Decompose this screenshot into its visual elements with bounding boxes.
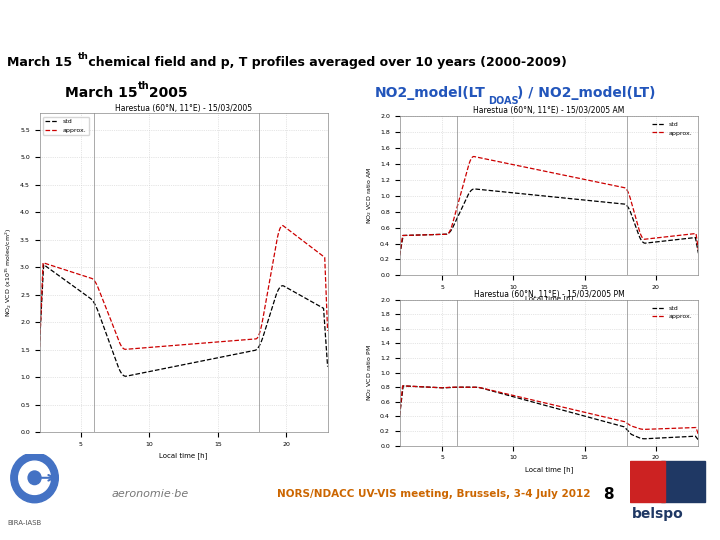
- approx.: [278, 222, 287, 229]
- approx.: [694, 431, 703, 438]
- Text: chemical field and p, T profiles averaged over 10 years (2000-2009): chemical field and p, T profiles average…: [84, 56, 567, 69]
- Legend: std, approx.: std, approx.: [42, 117, 89, 136]
- approx.: [539, 168, 548, 174]
- std: [641, 240, 649, 246]
- Y-axis label: NO$_2$ VCD ratio AM: NO$_2$ VCD ratio AM: [366, 167, 374, 225]
- std: [323, 363, 332, 370]
- approx.: [539, 400, 548, 406]
- Text: NO2_model(LT: NO2_model(LT: [374, 86, 485, 100]
- X-axis label: Local time [h]: Local time [h]: [525, 466, 573, 472]
- Text: March 15: March 15: [65, 86, 138, 100]
- approx.: [469, 153, 478, 160]
- Title: Harestua (60°N, 11°E) - 15/03/2005: Harestua (60°N, 11°E) - 15/03/2005: [115, 104, 252, 113]
- approx.: [641, 236, 649, 242]
- X-axis label: Local time [h]: Local time [h]: [525, 296, 573, 302]
- Title: Harestua (60°N, 11°E) - 15/03/2005 AM: Harestua (60°N, 11°E) - 15/03/2005 AM: [473, 106, 625, 116]
- std: [174, 363, 182, 369]
- std: [688, 235, 696, 241]
- std: [399, 383, 408, 389]
- std: [272, 290, 281, 296]
- std: [538, 192, 546, 199]
- approx.: [557, 404, 566, 410]
- Bar: [662, 461, 704, 502]
- Y-axis label: NO$_2$ VCD (x10$^{15}$ molec/cm$^2$): NO$_2$ VCD (x10$^{15}$ molec/cm$^2$): [4, 228, 14, 318]
- std: [208, 356, 217, 362]
- approx.: [398, 383, 407, 389]
- Text: th: th: [78, 52, 89, 61]
- std: [557, 407, 566, 413]
- Text: ) / NO2_model(LT): ) / NO2_model(LT): [517, 86, 655, 100]
- std: [539, 193, 548, 199]
- Text: Sensitivity tests (2): Sensitivity tests (2): [205, 11, 515, 39]
- Line: std: std: [40, 265, 328, 376]
- Text: DOAS: DOAS: [488, 97, 519, 106]
- approx.: [694, 247, 703, 253]
- approx.: [395, 252, 404, 259]
- std: [694, 437, 703, 443]
- std: [121, 373, 130, 380]
- approx.: [318, 252, 326, 259]
- approx.: [538, 399, 546, 406]
- Text: belspo: belspo: [631, 507, 683, 521]
- Legend: std, approx.: std, approx.: [649, 303, 696, 322]
- approx.: [395, 413, 404, 419]
- Line: std: std: [400, 386, 698, 440]
- approx.: [35, 344, 44, 350]
- Title: Harestua (60°N, 11°E) - 15/03/2005 PM: Harestua (60°N, 11°E) - 15/03/2005 PM: [474, 290, 624, 299]
- std: [192, 359, 201, 366]
- Bar: [630, 461, 665, 502]
- std: [395, 413, 404, 419]
- Circle shape: [11, 453, 58, 503]
- approx.: [538, 167, 546, 174]
- std: [175, 362, 184, 369]
- std: [539, 402, 548, 408]
- std: [35, 339, 44, 345]
- approx.: [174, 342, 183, 348]
- Text: 8: 8: [603, 487, 613, 502]
- approx.: [121, 346, 130, 353]
- Line: approx.: approx.: [40, 226, 328, 349]
- approx.: [688, 424, 696, 431]
- std: [538, 401, 546, 408]
- std: [641, 436, 649, 442]
- approx.: [557, 172, 566, 178]
- std: [470, 186, 479, 192]
- Text: th: th: [138, 80, 150, 91]
- Line: std: std: [400, 189, 698, 255]
- std: [574, 411, 582, 417]
- X-axis label: Local time [h]: Local time [h]: [159, 453, 208, 459]
- approx.: [574, 408, 582, 414]
- approx.: [207, 339, 216, 346]
- approx.: [272, 240, 281, 247]
- Text: aeronomie·be: aeronomie·be: [112, 489, 189, 499]
- Legend: std, approx.: std, approx.: [649, 119, 696, 138]
- approx.: [192, 340, 200, 347]
- std: [574, 196, 582, 202]
- std: [395, 252, 404, 259]
- Text: March 15: March 15: [7, 56, 72, 69]
- std: [694, 250, 703, 256]
- approx.: [641, 426, 649, 433]
- Line: approx.: approx.: [400, 157, 698, 255]
- std: [557, 194, 566, 201]
- approx.: [688, 231, 696, 237]
- approx.: [173, 342, 181, 348]
- std: [40, 261, 48, 268]
- approx.: [323, 328, 332, 334]
- Circle shape: [28, 471, 41, 484]
- Line: approx.: approx.: [400, 386, 698, 435]
- approx.: [574, 175, 582, 181]
- Text: NORS/NDACC UV-VIS meeting, Brussels, 3-4 July 2012: NORS/NDACC UV-VIS meeting, Brussels, 3-4…: [277, 489, 590, 499]
- Circle shape: [19, 461, 50, 495]
- Text: BIRA-IASB: BIRA-IASB: [7, 519, 42, 525]
- std: [688, 433, 696, 440]
- Y-axis label: NO$_2$ VCD ratio PM: NO$_2$ VCD ratio PM: [366, 344, 374, 401]
- std: [318, 304, 326, 310]
- Text: 2005: 2005: [144, 86, 188, 100]
